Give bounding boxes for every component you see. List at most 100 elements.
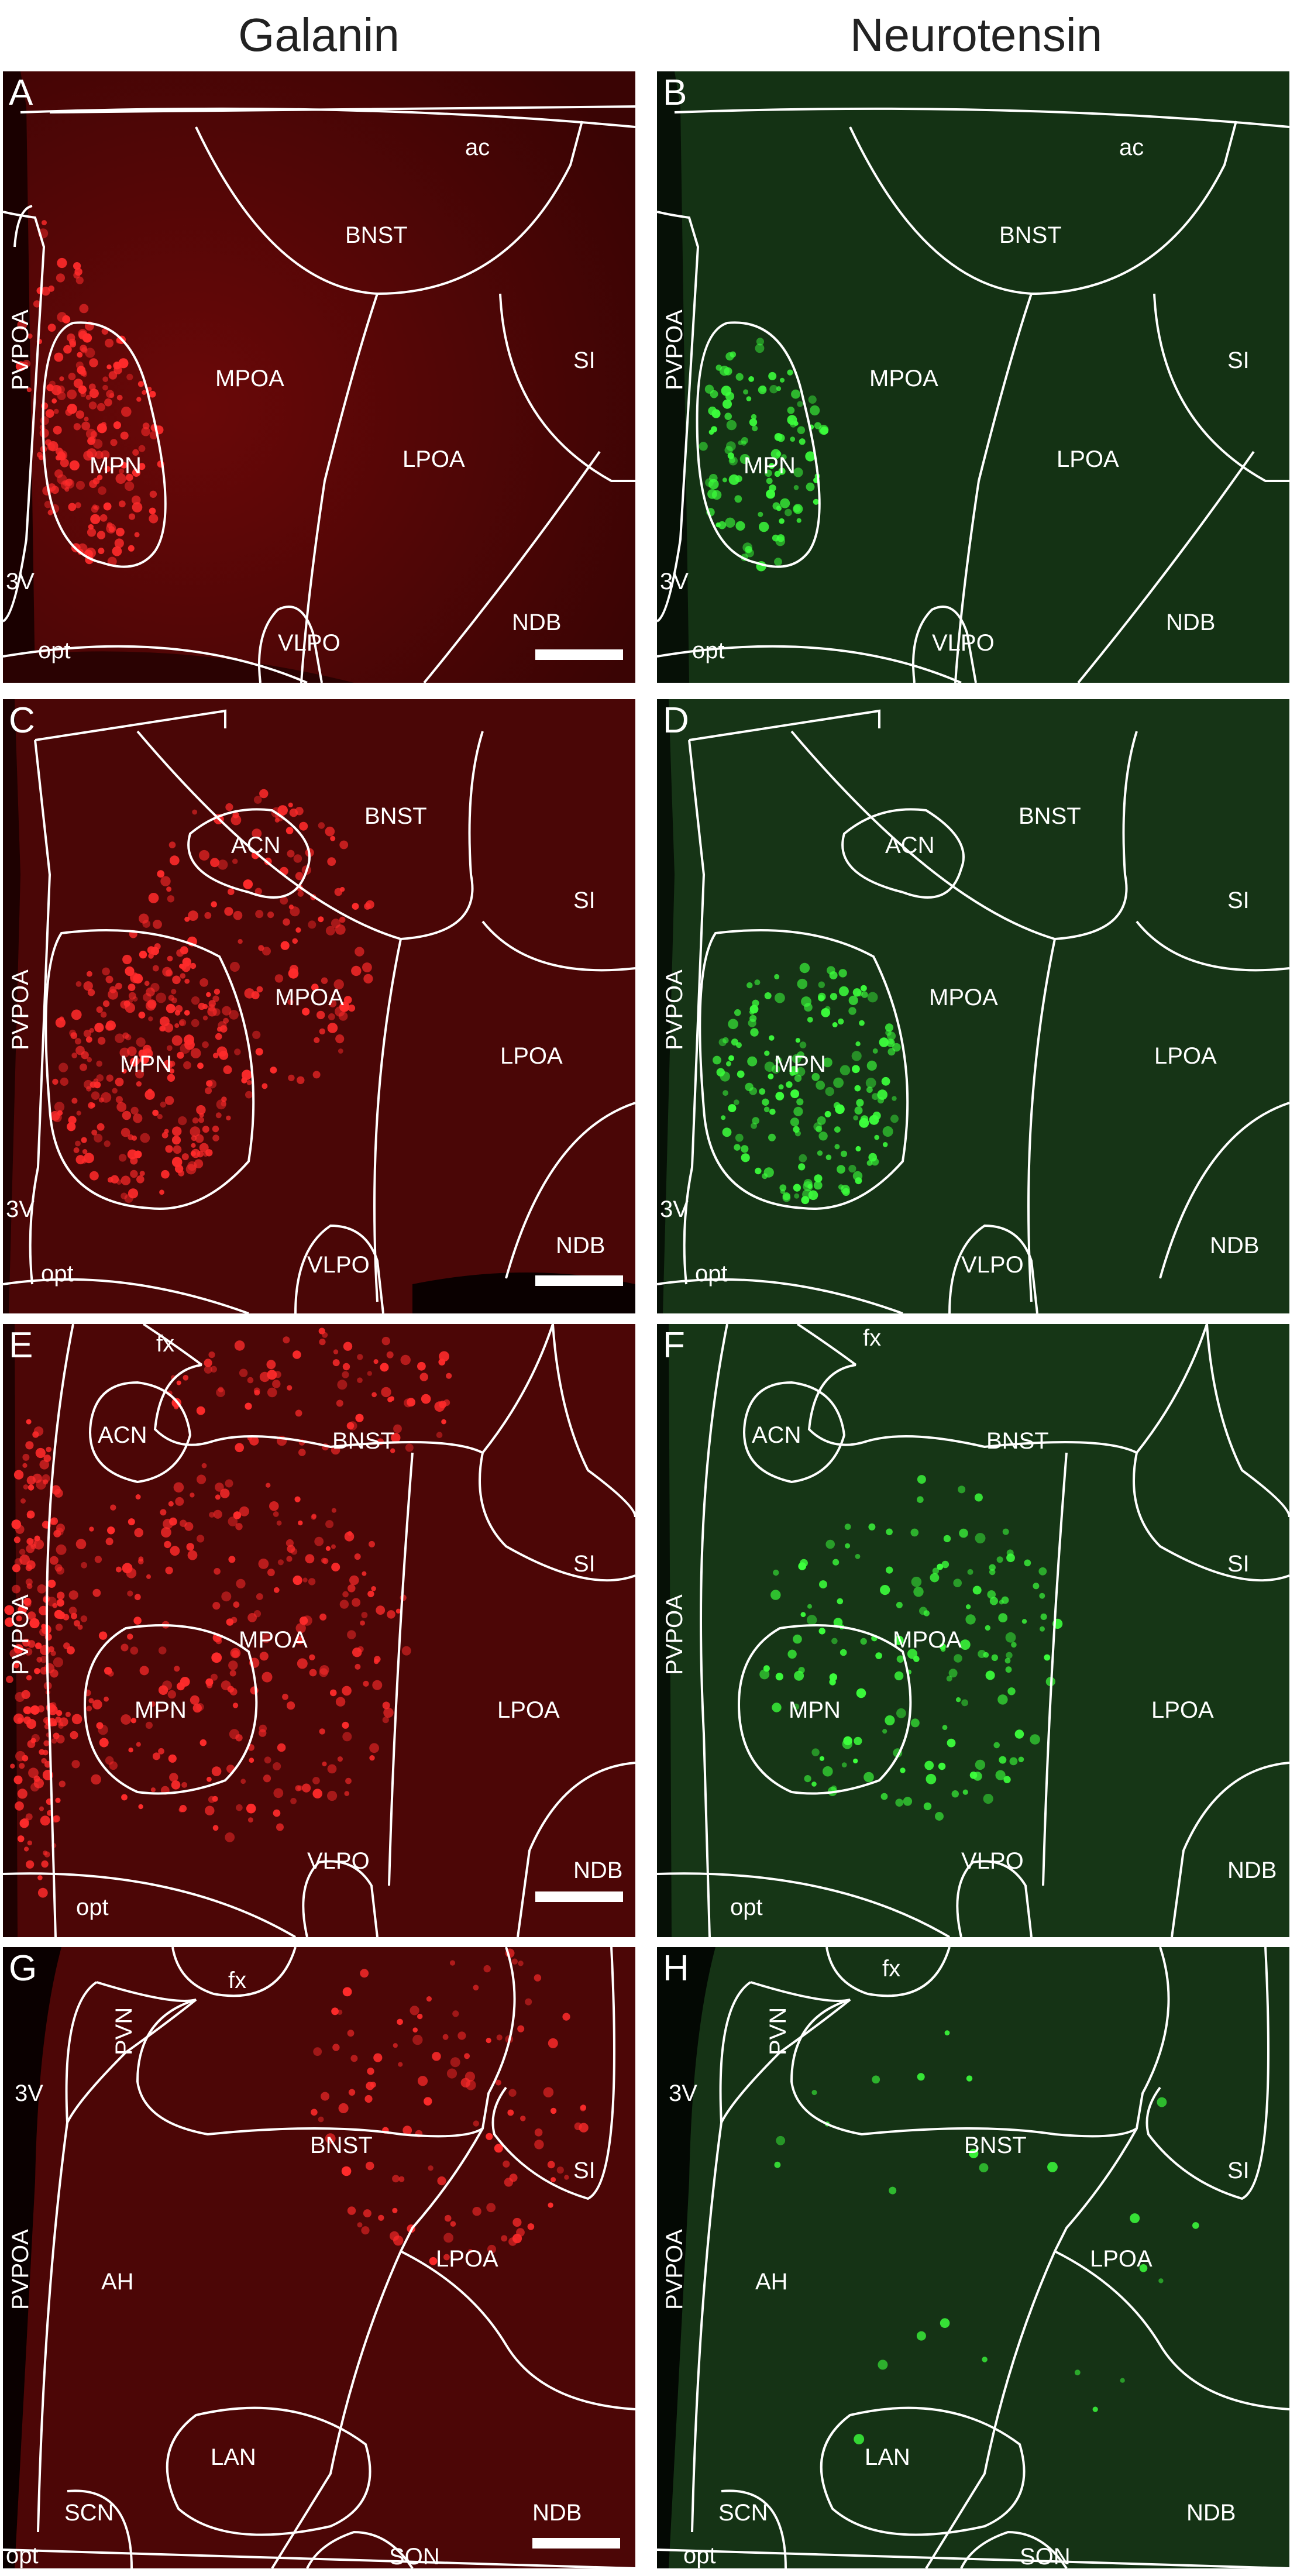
labeled-cell [121, 1192, 128, 1199]
region-label-vlpo: VLPO [307, 1252, 370, 1278]
labeled-cell [787, 369, 793, 376]
labeled-cell [116, 1102, 127, 1112]
labeled-cell [19, 1554, 30, 1565]
labeled-cell [856, 990, 863, 997]
labeled-cell [305, 1554, 315, 1564]
labeled-cell [75, 480, 85, 490]
labeled-cell [768, 372, 777, 380]
labeled-cell [63, 1614, 70, 1621]
labeled-cell [543, 2087, 554, 2097]
labeled-cell [130, 1718, 137, 1724]
labeled-cell [339, 887, 345, 892]
labeled-cell [88, 1698, 94, 1704]
labeled-cell [804, 1775, 811, 1783]
region-label-mpoa: MPOA [929, 985, 998, 1010]
labeled-cell [262, 947, 271, 956]
labeled-cell [895, 1798, 903, 1807]
panel-letter: H [663, 1948, 689, 1989]
labeled-cell [191, 996, 200, 1005]
labeled-cell [723, 1037, 729, 1044]
labeled-cell [439, 1401, 447, 1409]
labeled-cell [799, 1041, 807, 1048]
labeled-cell [132, 468, 141, 477]
labeled-cell [766, 477, 773, 484]
labeled-cell [747, 1056, 758, 1067]
labeled-cell [311, 983, 319, 991]
region-label-acn: ACN [98, 1422, 147, 1448]
labeled-cell [70, 1731, 78, 1739]
labeled-cell [1011, 1642, 1017, 1648]
labeled-cell [41, 1860, 49, 1868]
labeled-cell [814, 422, 821, 429]
labeled-cell [946, 1676, 952, 1682]
labeled-cell [948, 1669, 958, 1678]
labeled-cell [726, 1061, 731, 1067]
labeled-cell [336, 1399, 343, 1407]
labeled-cell [23, 1706, 32, 1715]
region-label-fx: fx [882, 1956, 901, 1982]
labeled-cell [152, 1752, 160, 1760]
labeled-cell [166, 886, 172, 892]
labeled-cell [25, 1578, 33, 1586]
region-label-mpoa: MPOA [215, 366, 284, 391]
labeled-cell [517, 2025, 525, 2032]
labeled-cell [371, 1586, 376, 1591]
region-label-3v: 3V [15, 2080, 43, 2106]
labeled-cell [765, 469, 772, 477]
labeled-cell [181, 1781, 188, 1788]
labeled-cell [412, 2034, 423, 2045]
labeled-cell [246, 1080, 252, 1085]
labeled-cell [735, 373, 744, 381]
labeled-cell [1092, 2406, 1098, 2412]
labeled-cell [755, 1167, 762, 1175]
labeled-cell [207, 1776, 212, 1782]
labeled-cell [764, 1050, 770, 1056]
labeled-cell [896, 1655, 904, 1663]
labeled-cell [369, 1540, 375, 1547]
labeled-cell [47, 1597, 57, 1607]
labeled-cell [142, 422, 150, 429]
region-label-mpn: MPN [135, 1697, 187, 1723]
labeled-cell [15, 1525, 25, 1534]
labeled-cell [110, 439, 118, 446]
labeled-cell [287, 1385, 293, 1391]
labeled-cell [97, 1123, 105, 1131]
labeled-cell [807, 1604, 812, 1609]
region-label-si: SI [573, 2158, 596, 2183]
labeled-cell [215, 1033, 222, 1040]
labeled-cell [894, 1671, 904, 1681]
labeled-cell [287, 999, 294, 1005]
labeled-cell [88, 524, 94, 530]
labeled-cell [830, 993, 838, 1000]
labeled-cell [57, 452, 66, 461]
labeled-cell [161, 1527, 171, 1538]
labeled-cell [466, 2080, 476, 2090]
labeled-cell [735, 1133, 744, 1142]
labeled-cell [167, 955, 173, 962]
labeled-cell [89, 358, 98, 367]
labeled-cell [96, 1074, 104, 1082]
region-outlines [3, 1947, 635, 2568]
labeled-cell [168, 1501, 174, 1507]
labeled-cell [699, 442, 708, 451]
labeled-cell [989, 1597, 998, 1605]
labeled-cell [938, 1762, 946, 1770]
labeled-cell [845, 1543, 851, 1549]
region-label-lan: LAN [865, 2444, 910, 2470]
labeled-cell [325, 1546, 331, 1551]
labeled-cell [472, 2207, 481, 2216]
labeled-cell [30, 1543, 36, 1550]
labeled-cell [25, 1600, 32, 1608]
labeled-cell [4, 1605, 15, 1615]
labeled-cell [94, 1133, 103, 1143]
labeled-cell [940, 1646, 946, 1652]
labeled-cell [335, 1697, 346, 1707]
labeled-cell [827, 966, 835, 975]
labeled-cell [775, 1092, 785, 1100]
labeled-cell [186, 1543, 194, 1551]
labeled-cell [112, 1088, 118, 1094]
labeled-cell [825, 1154, 832, 1160]
labeled-cell [805, 451, 816, 462]
labeled-cell [295, 1623, 306, 1633]
labeled-cell [796, 1098, 804, 1106]
